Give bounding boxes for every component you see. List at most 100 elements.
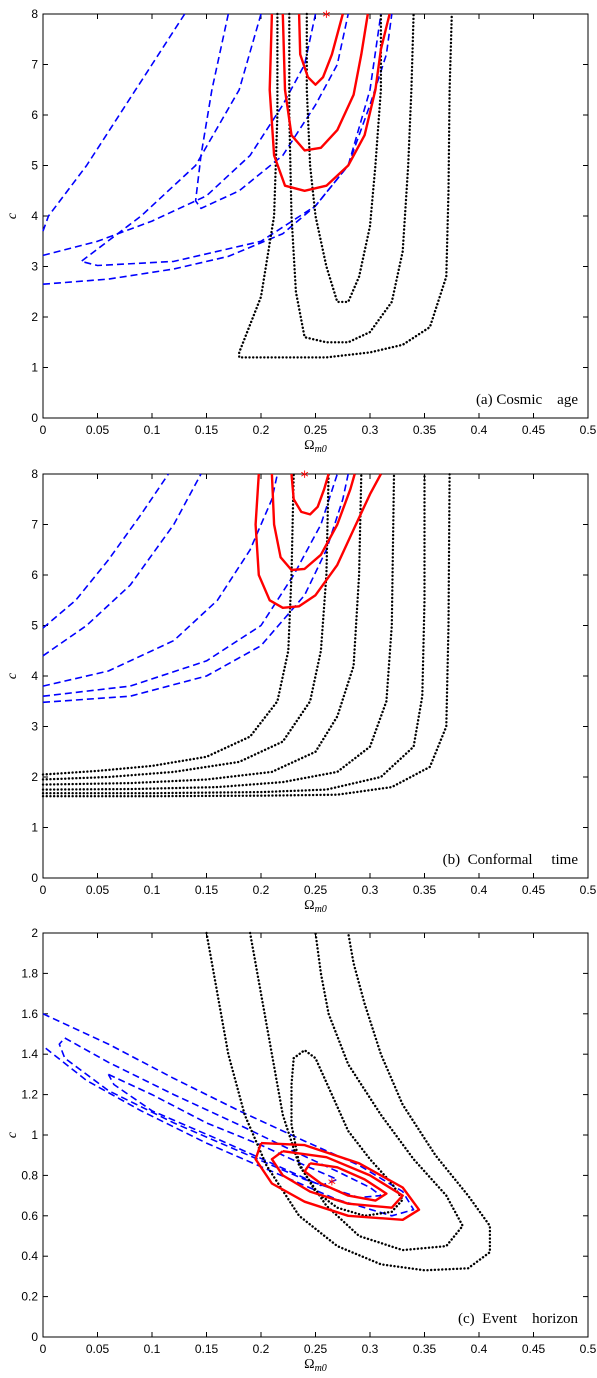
x-tick-label: 0.4 [471,883,488,897]
y-tick-label: 0 [31,411,38,425]
dashed-contour-line [194,13,349,210]
y-tick-label: 0.4 [21,1249,38,1263]
y-tick-label: 1.4 [21,1047,38,1061]
solid-contour-line [290,473,330,516]
x-tick-label: 0.35 [413,883,437,897]
x-tick-label: 0.05 [86,883,110,897]
y-tick-label: 1.2 [21,1088,38,1102]
dotted-contour-line [41,472,363,786]
dashed-contour-line [58,1037,382,1199]
y-tick-label: 0 [31,1330,38,1344]
y-tick-label: 6 [31,108,38,122]
y-tick-label: 0.6 [21,1209,38,1223]
dotted-contour-line [305,12,383,304]
y-tick-label: 2 [31,926,38,940]
y-tick-label: 8 [31,7,38,21]
dotted-contour-line [238,12,453,359]
x-tick-label: 0.2 [253,1342,270,1356]
best-fit-marker: * [322,7,330,26]
x-tick-label: 0.15 [195,883,219,897]
x-tick-label: 0.25 [304,423,328,437]
dashed-contour-line [42,473,170,629]
x-tick-label: 0 [40,1342,47,1356]
solid-contour-line [281,13,369,152]
dotted-contour-line [41,472,330,781]
dotted-contour-line [41,472,295,776]
x-tick-label: 0.05 [86,423,110,437]
dotted-contour-line [205,931,492,1272]
y-tick-label: 3 [31,720,38,734]
y-tick-label: 0.2 [21,1290,38,1304]
x-tick-label: 0.25 [304,1342,328,1356]
y-tick-label: 1 [31,361,38,375]
panel-annotation: (b) Conformal time [443,852,579,868]
y-tick-label: 1 [31,821,38,835]
x-tick-label: 0.5 [580,1342,597,1356]
x-tick-label: 0.5 [580,883,597,897]
y-tick-label: 1 [31,1128,38,1142]
y-tick-label: 7 [31,58,38,72]
solid-contour-line [270,473,356,572]
y-axis-label: c [5,672,20,679]
y-tick-label: 5 [31,159,38,173]
panel-annotation: (c) Event horizon [458,1311,578,1327]
x-tick-label: 0 [40,423,47,437]
x-tick-label: 0.25 [304,883,328,897]
solid-contour-line [254,1141,421,1221]
x-tick-label: 0.45 [522,423,546,437]
x-axis-label: Ωm0 [304,1357,327,1374]
y-tick-label: 0.8 [21,1168,38,1182]
x-tick-label: 0.1 [144,423,161,437]
dashed-contour-line [42,13,317,257]
chart-svg: 0 0.05 0.1 0.15 0.2 0.25 0.3 0.35 0.4 0.45 0.5 0 1 2 3… [5,7,597,455]
x-tick-label: 0.5 [580,423,597,437]
solid-contour-line [303,1162,388,1202]
best-fit-marker: * [301,467,309,486]
y-tick-label: 4 [31,209,38,223]
y-tick-label: 1.6 [21,1007,38,1021]
dashed-contour-line [42,473,349,704]
dotted-contour-line [41,472,451,798]
x-tick-label: 0.3 [362,1342,379,1356]
y-tick-label: 4 [31,669,38,683]
x-tick-label: 0.3 [362,883,379,897]
dashed-contour-line [42,473,339,697]
x-tick-label: 0.4 [471,423,488,437]
y-tick-label: 6 [31,568,38,582]
x-tick-label: 0.35 [413,423,437,437]
dashed-contour-line [42,13,186,232]
plot-frame [42,932,589,1338]
x-tick-label: 0.05 [86,1342,110,1356]
dashed-contour-line [42,473,202,657]
chart-svg: 0 0.05 0.1 0.15 0.2 0.25 0.3 0.35 0.4 0.45 0.5 0 1 2 3… [5,467,597,915]
y-axis-label: c [5,1131,20,1138]
dotted-contour-line [41,472,426,795]
plot-frame [42,473,589,879]
panel-b-conformal-time: 0 0.05 0.1 0.15 0.2 0.25 0.3 0.35 0.4 0.45 0.5 0 1 2 3… [0,460,597,919]
y-tick-label: 2 [31,310,38,324]
dotted-contour-line [290,1049,404,1217]
x-tick-label: 0.35 [413,1342,437,1356]
x-tick-label: 0.1 [144,1342,161,1356]
y-tick-label: 7 [31,518,38,532]
y-axis-label: c [5,212,20,219]
y-tick-label: 5 [31,619,38,633]
x-tick-label: 0.45 [522,1342,546,1356]
x-axis-label: Ωm0 [304,898,327,915]
x-tick-label: 0.15 [195,1342,219,1356]
dashed-contour-line [42,1013,415,1217]
y-tick-label: 2 [31,770,38,784]
panel-c-event-horizon: 0 0.05 0.1 0.15 0.2 0.25 0.3 0.35 0.4 0.45 0.5 0 0.2… [0,919,597,1378]
panel-annotation: (a) Cosmic age [476,392,578,408]
dashed-contour-line [107,1073,339,1187]
dotted-contour-line [248,931,464,1252]
panel-a-cosmic-age: 0 0.05 0.1 0.15 0.2 0.25 0.3 0.35 0.4 0.45 0.5 0 1 2 3… [0,0,597,460]
y-tick-label: 8 [31,467,38,481]
x-tick-label: 0.2 [253,883,270,897]
x-tick-label: 0 [40,883,47,897]
solid-contour-line [268,13,391,192]
x-tick-label: 0.1 [144,883,161,897]
x-tick-label: 0.2 [253,423,270,437]
solid-contour-line [297,13,344,86]
dashed-contour-line [42,473,279,687]
